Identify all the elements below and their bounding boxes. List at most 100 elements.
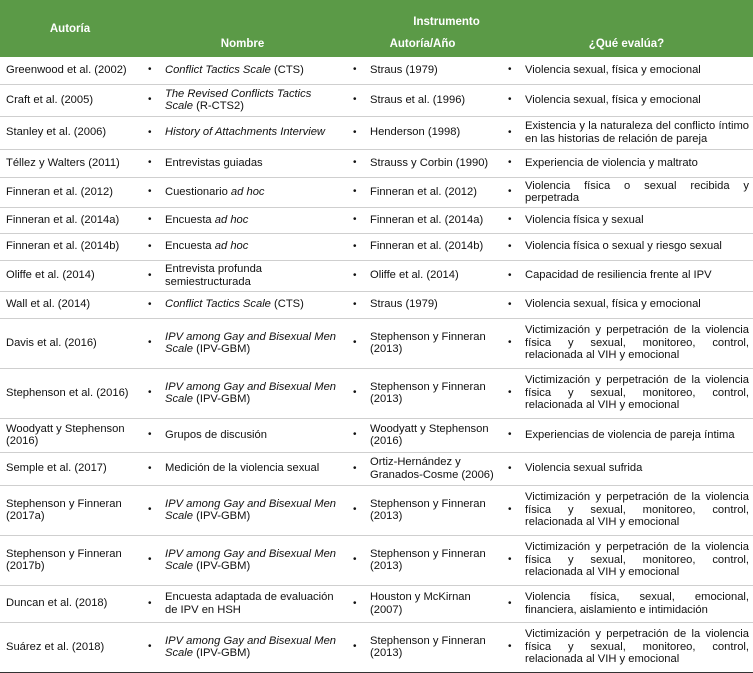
instrument-author-cell: Stephenson y Finneran (2013) bbox=[345, 622, 500, 673]
name-text: (IPV-GBM) bbox=[193, 393, 251, 405]
author-cell: Suárez et al. (2018) bbox=[0, 622, 140, 673]
table-row: Stephenson y Finneran (2017a)IPV among G… bbox=[0, 485, 753, 536]
author-cell: Finneran et al. (2014a) bbox=[0, 207, 140, 234]
name-text: IPV among Gay and Bisexual Men Scale bbox=[165, 547, 337, 573]
instrument-name-cell: IPV among Gay and Bisexual Men Scale (IP… bbox=[140, 535, 345, 586]
name-text: Encuesta bbox=[165, 213, 215, 226]
instrument-name-cell: IPV among Gay and Bisexual Men Scale (IP… bbox=[140, 485, 345, 536]
instrument-name-cell: IPV among Gay and Bisexual Men Scale (IP… bbox=[140, 318, 345, 369]
author-cell: Craft et al. (2005) bbox=[0, 84, 140, 117]
table-row: Stephenson et al. (2016)IPV among Gay an… bbox=[0, 368, 753, 419]
evaluates-cell: Violencia física, sexual, emocional, fin… bbox=[500, 585, 753, 623]
table-row: Greenwood et al. (2002)Conflict Tactics … bbox=[0, 57, 753, 85]
name-text: IPV among Gay and Bisexual Men Scale bbox=[165, 497, 337, 523]
instrument-name-cell: Encuesta ad hoc bbox=[140, 207, 345, 234]
evaluates-cell: Violencia sexual, física y emocional bbox=[500, 291, 753, 319]
evaluates-cell: Violencia física o sexual y riesgo sexua… bbox=[500, 233, 753, 261]
table-row: Stephenson y Finneran (2017b)IPV among G… bbox=[0, 535, 753, 586]
evaluates-cell: Violencia sexual, física y emocional bbox=[500, 84, 753, 117]
evaluates-cell: Victimización y perpetración de la viole… bbox=[500, 485, 753, 536]
author-cell: Greenwood et al. (2002) bbox=[0, 57, 140, 85]
instrument-author-cell: Stephenson y Finneran (2013) bbox=[345, 318, 500, 369]
author-cell: Davis et al. (2016) bbox=[0, 318, 140, 369]
instrument-author-cell: Finneran et al. (2014a) bbox=[345, 207, 500, 234]
instrument-author-cell: Oliffe et al. (2014) bbox=[345, 260, 500, 292]
header-row: Autoría Instrumento bbox=[0, 0, 753, 57]
instrument-name-cell: Grupos de discusión bbox=[140, 418, 345, 453]
table-row: Semple et al. (2017) Medición de la viole… bbox=[0, 452, 753, 486]
evaluates-cell: Existencia y la naturaleza del conflicto… bbox=[500, 116, 753, 150]
header-cell: Autoría/Año bbox=[345, 31, 500, 57]
evaluates-cell: Violencia física y sexual bbox=[500, 207, 753, 234]
instrument-name-cell: History of Attachments Interview bbox=[140, 116, 345, 150]
instrument-name-cell: The Revised Conflicts Tactics Scale (R-C… bbox=[140, 84, 345, 117]
instrument-author-cell: Straus (1979) bbox=[345, 291, 500, 319]
evaluates-cell: Violencia sexual, física y emocional bbox=[500, 57, 753, 85]
table-row: Duncan et al. (2018) Encuesta adaptada de… bbox=[0, 585, 753, 623]
name-text: Conflict Tactics Scale bbox=[165, 298, 271, 311]
name-text: History of Attachments Interview bbox=[165, 126, 325, 139]
instrument-author-cell: Strauss y Corbin (1990) bbox=[345, 149, 500, 178]
table-row: Finneran et al. (2014b)Encuesta ad hocFi… bbox=[0, 233, 753, 261]
instrument-name-cell: Medición de la violencia sexual bbox=[140, 452, 345, 486]
instrument-author-cell: Ortiz-Hernández y Granados-Cosme (2006) bbox=[345, 452, 500, 486]
instrument-author-cell: Finneran et al. (2014b) bbox=[345, 233, 500, 261]
table-row: Craft et al. (2005)The Revised Conflicts… bbox=[0, 84, 753, 117]
instrument-name-cell: Conflict Tactics Scale (CTS) bbox=[140, 291, 345, 319]
author-cell: Téllez y Walters (2011) bbox=[0, 149, 140, 178]
header-cell: Nombre bbox=[140, 31, 345, 57]
name-text: (IPV-GBM) bbox=[193, 510, 251, 522]
instrument-author-cell: Straus (1979) bbox=[345, 57, 500, 85]
evaluates-cell: Victimización y perpetración de la viole… bbox=[500, 368, 753, 419]
name-text: Encuesta adaptada de evaluación de IPV e… bbox=[165, 591, 334, 616]
name-text: (IPV-GBM) bbox=[193, 560, 251, 572]
table-row: Stanley et al. (2006) History of Attachme… bbox=[0, 116, 753, 150]
instrument-author-cell: Houston y McKirnan (2007) bbox=[345, 585, 500, 623]
author-cell: Semple et al. (2017) bbox=[0, 452, 140, 486]
author-cell: Oliffe et al. (2014) bbox=[0, 260, 140, 292]
evaluates-cell: Violencia física o sexual recibida y per… bbox=[500, 177, 753, 208]
name-text: (IPV-GBM) bbox=[193, 343, 251, 355]
name-text: (R-CTS2) bbox=[193, 100, 244, 112]
table-row: Téllez y Walters (2011) Entrevistas guiad… bbox=[0, 149, 753, 178]
instrument-name-cell: Encuesta adaptada de evaluación de IPV e… bbox=[140, 585, 345, 623]
name-text: ad hoc bbox=[230, 185, 265, 198]
table-row: Oliffe et al. (2014) Entrevista profunda … bbox=[0, 260, 753, 292]
evaluates-cell: Experiencia de violencia y maltrato bbox=[500, 149, 753, 178]
name-text: ad hoc bbox=[214, 240, 249, 253]
author-cell: Wall et al. (2014) bbox=[0, 291, 140, 319]
evaluates-cell: Capacidad de resiliencia frente al IPV bbox=[500, 260, 753, 292]
name-text: (IPV-GBM) bbox=[193, 647, 251, 659]
name-text: ad hoc bbox=[214, 213, 249, 226]
instrument-name-cell: Entrevistas guiadas bbox=[140, 149, 345, 178]
instrument-author-cell: Woodyatt y Stephenson (2016) bbox=[345, 418, 500, 453]
name-text: Cuestionario bbox=[165, 185, 231, 198]
author-cell: Finneran et al. (2014b) bbox=[0, 233, 140, 261]
name-text: Grupos de discusión bbox=[165, 428, 267, 441]
evaluates-cell: Violencia sexual sufrida bbox=[500, 452, 753, 486]
table-body: Greenwood et al. (2002)Conflict Tactics … bbox=[0, 57, 753, 673]
instrument-author-cell: Stephenson y Finneran (2013) bbox=[345, 485, 500, 536]
evaluates-cell: Victimización y perpetración de la viole… bbox=[500, 622, 753, 673]
instrument-name-cell: IPV among Gay and Bisexual Men Scale (IP… bbox=[140, 622, 345, 673]
instrument-author-cell: Straus et al. (1996) bbox=[345, 84, 500, 117]
table-header: Autoría Instrumento Nombre Autoría/Año ¿… bbox=[0, 0, 753, 57]
table-row: Wall et al. (2014)Conflict Tactics Scale… bbox=[0, 291, 753, 319]
table-row: Woodyatt y Stephenson (2016) Grupos de di… bbox=[0, 418, 753, 453]
table-row: Suárez et al. (2018)IPV among Gay and Bi… bbox=[0, 622, 753, 673]
author-cell: Stephenson y Finneran (2017b) bbox=[0, 535, 140, 586]
instrument-name-cell: Entrevista profunda semiestructurada bbox=[140, 260, 345, 292]
name-text: IPV among Gay and Bisexual Men Scale bbox=[165, 380, 337, 406]
name-text: (CTS) bbox=[270, 298, 304, 311]
table-row: Davis et al. (2016)IPV among Gay and Bis… bbox=[0, 318, 753, 369]
instrument-author-cell: Stephenson y Finneran (2013) bbox=[345, 368, 500, 419]
name-text: Encuesta bbox=[165, 240, 215, 253]
instrument-name-cell: Conflict Tactics Scale (CTS) bbox=[140, 57, 345, 85]
name-text: The Revised Conflicts Tactics Scale bbox=[165, 87, 312, 113]
author-cell: Stephenson y Finneran (2017a) bbox=[0, 485, 140, 536]
evaluates-cell: Victimización y perpetración de la viole… bbox=[500, 318, 753, 369]
instrument-author-cell: Henderson (1998) bbox=[345, 116, 500, 150]
instrument-name-cell: Encuesta ad hoc bbox=[140, 233, 345, 261]
name-text: (CTS) bbox=[270, 64, 304, 76]
